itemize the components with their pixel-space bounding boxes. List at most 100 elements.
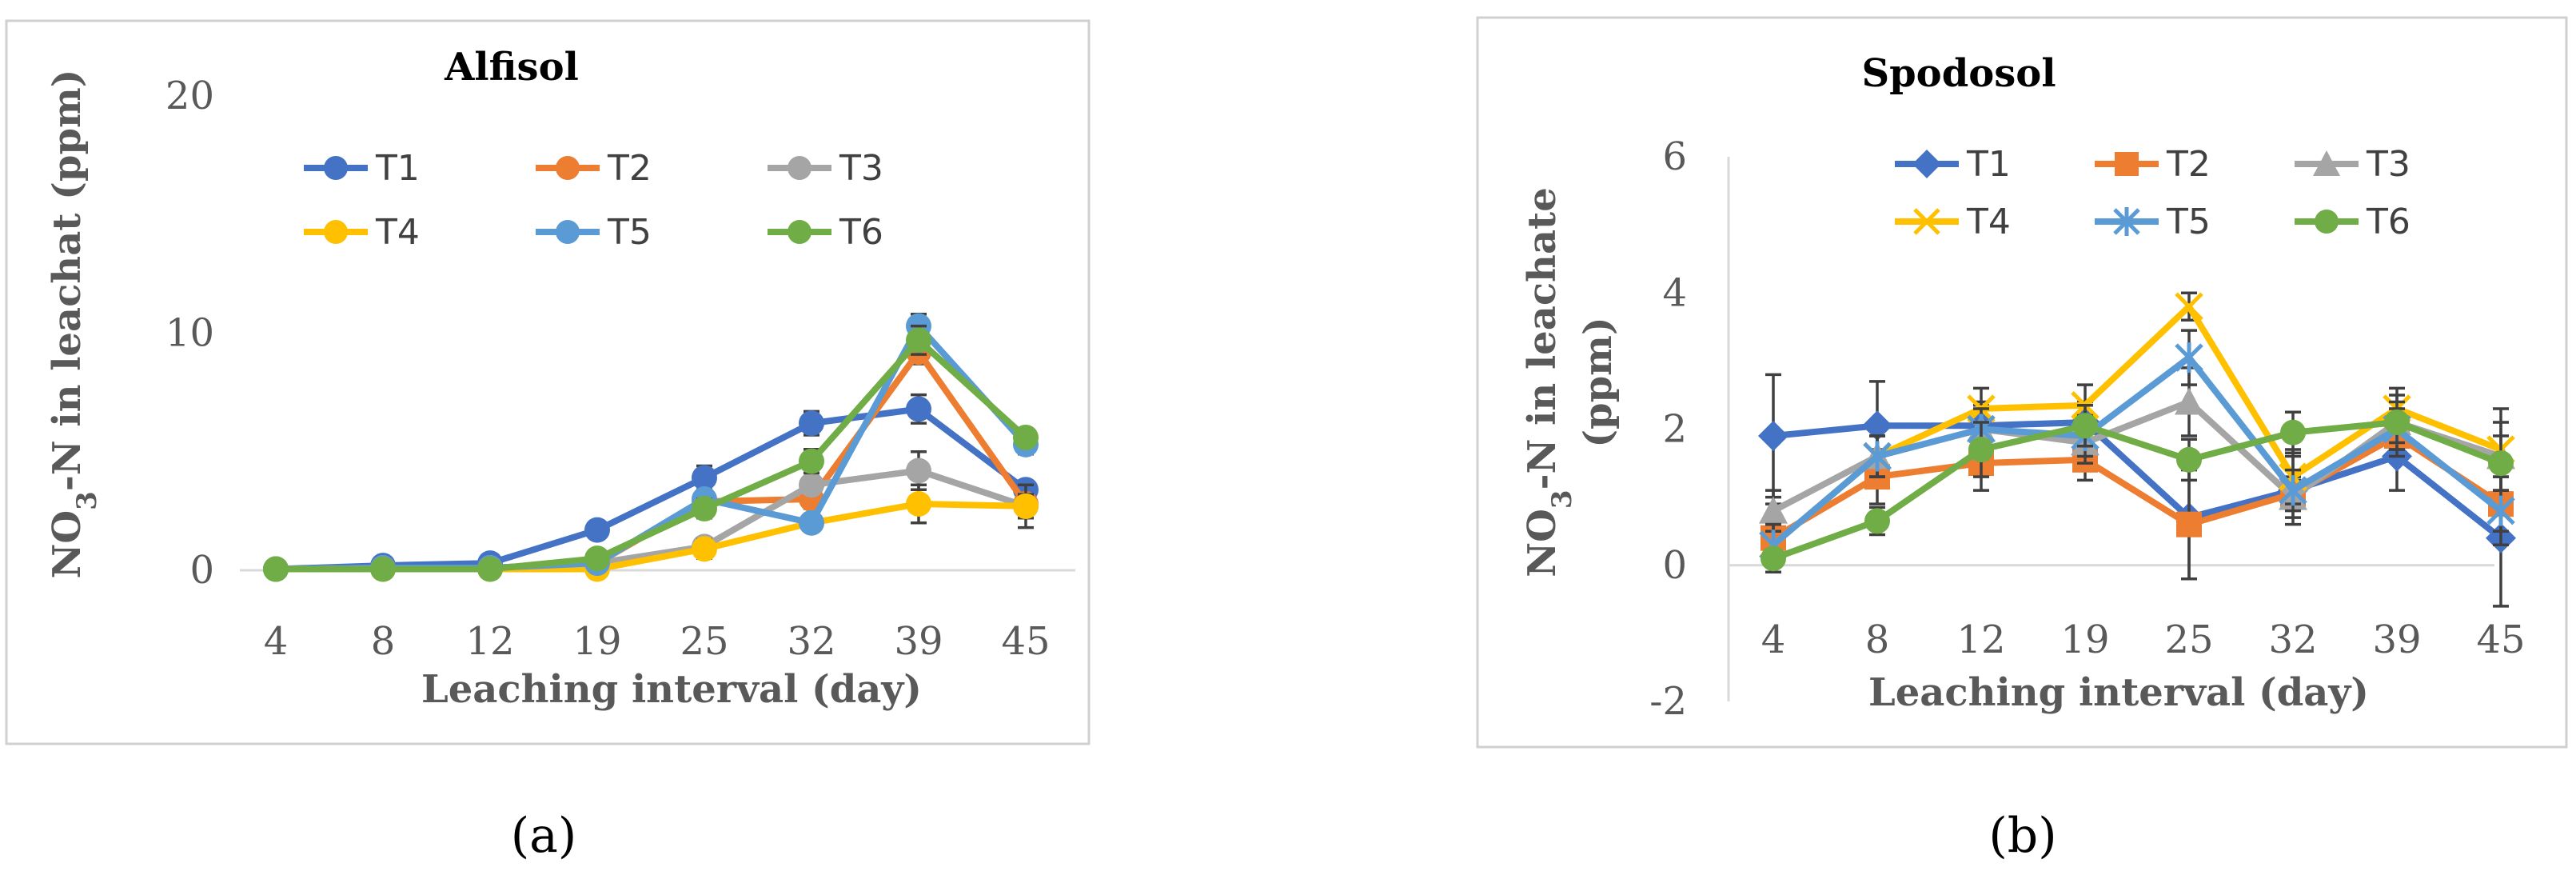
y-axis-title-line2-b: (ppm) <box>1576 317 1621 447</box>
data-point-marker <box>2313 150 2340 176</box>
x-tick-label: 25 <box>680 619 728 664</box>
data-point-marker <box>2486 495 2515 526</box>
legend-item-t1: T1 <box>1895 144 2011 185</box>
data-point-marker <box>1864 508 1890 534</box>
series-line <box>1771 433 2503 541</box>
legend-label: T6 <box>839 212 883 253</box>
data-point-marker <box>799 509 824 536</box>
data-point-marker <box>2280 419 2306 445</box>
series-line <box>1771 303 2502 548</box>
y-tick-label: 0 <box>1662 543 1687 588</box>
legend-label: T5 <box>607 212 652 253</box>
data-point-marker <box>1912 150 1941 178</box>
legend-b: T1 T2 T3 T4 T5 T6 <box>1895 144 2411 242</box>
legend-label: T1 <box>1966 144 2011 185</box>
legend-item-t4: T4 <box>304 212 420 253</box>
legend-label: T1 <box>375 148 420 189</box>
data-point-marker <box>1913 208 1940 235</box>
series-t6 <box>263 324 1039 582</box>
data-point-marker <box>1761 545 1786 572</box>
data-point-marker <box>1013 424 1039 450</box>
x-tick-label: 45 <box>1001 619 1050 664</box>
data-point-marker <box>799 448 824 474</box>
panel-label-a: (a) <box>511 808 577 864</box>
data-point-marker <box>1863 441 1892 472</box>
panel-label-b: (b) <box>1988 808 2056 864</box>
chart-panel-spodosol: Spodosol -2 0 2 4 6 4 8 12 19 25 32 39 45 Leaching int… <box>1476 16 2568 749</box>
series-line <box>1771 354 2503 548</box>
data-point-marker <box>2175 387 2203 415</box>
data-point-marker <box>692 495 717 521</box>
legend-item-t6: T6 <box>768 212 883 253</box>
data-point-marker <box>2113 207 2140 236</box>
data-point-marker <box>1968 437 1994 463</box>
data-point-marker <box>584 517 610 543</box>
series-line <box>1772 418 2502 562</box>
data-point-marker <box>1862 410 1892 441</box>
data-point-marker <box>2176 511 2202 537</box>
legend-item-t5: T5 <box>2095 202 2211 242</box>
x-tick-label: 8 <box>1865 617 1890 662</box>
chart-title-a: Alfisol <box>444 45 579 90</box>
legend-label: T4 <box>1966 202 2011 242</box>
data-point-marker <box>906 327 931 354</box>
data-point-marker <box>1013 493 1039 519</box>
data-point-marker <box>799 410 824 437</box>
x-axis-title-b: Leaching interval (day) <box>1868 670 2369 715</box>
x-tick-label: 8 <box>371 619 396 664</box>
legend-item-t1: T1 <box>304 148 420 189</box>
x-tick-label: 39 <box>894 619 943 664</box>
series-t6 <box>1761 400 2514 572</box>
x-tick-label: 19 <box>2060 617 2109 662</box>
data-point-marker <box>324 220 348 244</box>
y-tick-label: 20 <box>165 74 214 118</box>
x-axis-title-a: Leaching interval (day) <box>421 667 922 712</box>
y-tick-label: 10 <box>165 311 214 356</box>
legend-label: T5 <box>2166 202 2211 242</box>
legend-label: T2 <box>607 148 652 189</box>
y-tick-label: 0 <box>189 548 214 593</box>
legend-label: T4 <box>375 212 420 253</box>
x-tick-label: 32 <box>787 619 835 664</box>
legend-label: T2 <box>2166 144 2211 185</box>
legend-item-t2: T2 <box>2095 144 2211 185</box>
legend-item-t3: T3 <box>768 148 883 189</box>
series-line <box>1772 418 2503 541</box>
data-point-marker <box>556 156 580 180</box>
data-point-marker <box>584 545 610 572</box>
x-tick-label: 12 <box>1956 617 2005 662</box>
legend-item-t6: T6 <box>2295 202 2411 242</box>
data-point-marker <box>788 156 811 180</box>
data-point-marker <box>906 396 931 422</box>
y-tick-label: 2 <box>1662 407 1687 452</box>
x-tick-label: 19 <box>572 619 621 664</box>
data-point-marker <box>2488 450 2514 477</box>
data-point-marker <box>263 556 289 582</box>
legend-item-t4: T4 <box>1895 202 2011 242</box>
legend-a: T1 T2 T3 T4 T5 T6 <box>304 148 883 253</box>
legend-label: T6 <box>2366 202 2411 242</box>
data-point-marker <box>2384 409 2410 435</box>
x-tick-label: 39 <box>2372 617 2421 662</box>
data-point-marker <box>906 457 931 484</box>
x-tick-label: 25 <box>2164 617 2213 662</box>
legend-item-t2: T2 <box>536 148 652 189</box>
data-point-marker <box>2175 342 2203 374</box>
data-point-marker <box>2115 152 2139 176</box>
data-point-marker <box>1758 421 1788 452</box>
data-point-marker <box>2072 413 2098 439</box>
legend-item-t5: T5 <box>536 212 652 253</box>
data-point-marker <box>477 556 503 582</box>
data-point-marker <box>2176 446 2202 473</box>
legend-label: T3 <box>2366 144 2411 185</box>
y-tick-label: 4 <box>1662 270 1687 315</box>
data-point-marker <box>324 156 348 180</box>
y-axis-title-a: NO3-N in leachat (ppm) <box>45 69 103 578</box>
series-line <box>276 337 1028 573</box>
data-point-marker <box>2279 475 2307 506</box>
x-tick-label: 4 <box>264 619 289 664</box>
data-point-marker <box>788 220 811 244</box>
legend-label: T3 <box>839 148 883 189</box>
x-tick-label: 45 <box>2476 617 2525 662</box>
